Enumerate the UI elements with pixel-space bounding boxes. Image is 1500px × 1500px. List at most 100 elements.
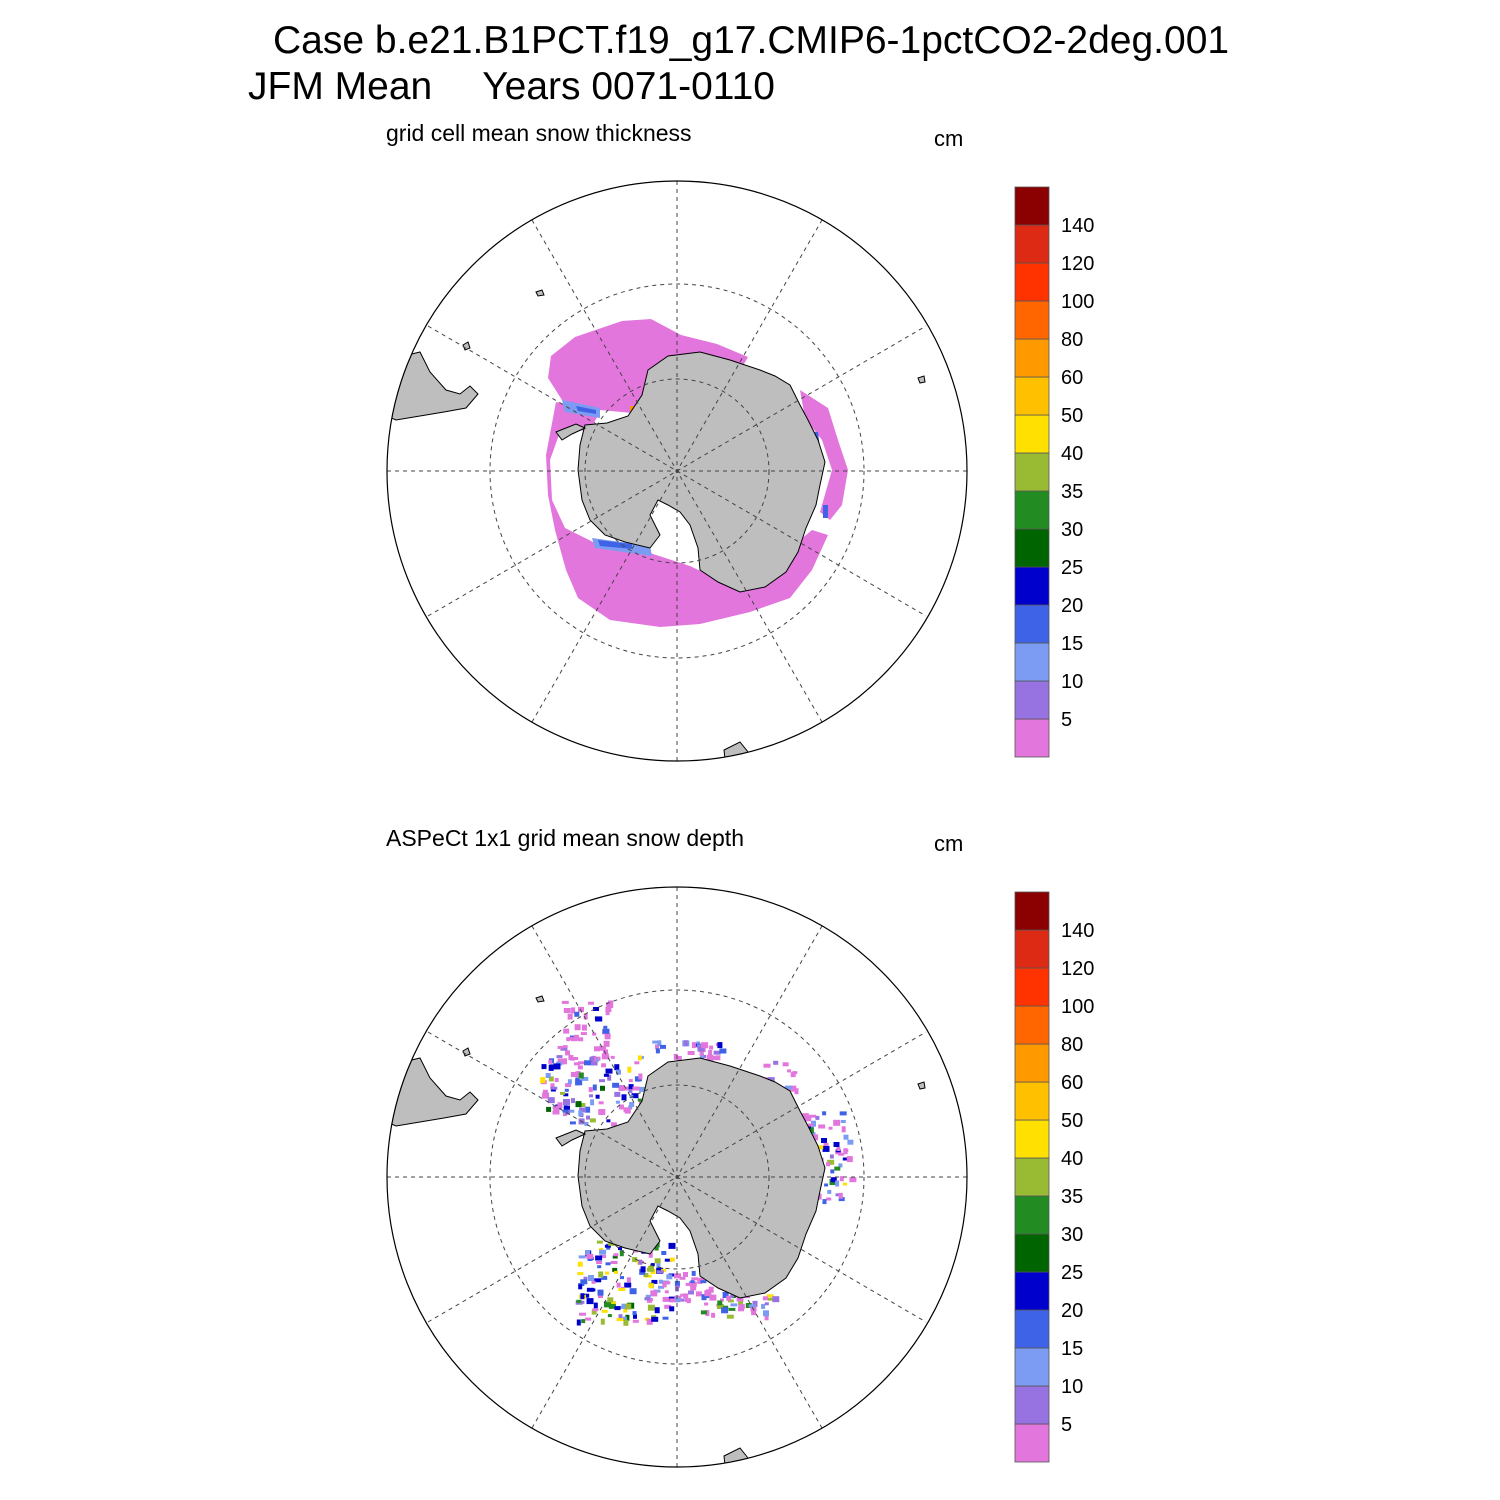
panel-1-colorbar-swatch — [1014, 338, 1050, 378]
antarctic-peninsula-2 — [555, 1129, 587, 1147]
observation-cell — [541, 1064, 547, 1070]
observation-cell — [585, 1317, 592, 1321]
observation-cell — [810, 1132, 816, 1137]
panel-2-colorbar-label: 60 — [1061, 1072, 1083, 1094]
panel-1-colorbar-swatch — [1014, 604, 1050, 644]
observation-cell — [632, 1086, 640, 1091]
observation-cell — [618, 1247, 622, 1251]
panel-1-colorbar-label: 30 — [1061, 519, 1083, 541]
observation-cell — [595, 1094, 600, 1099]
observation-cell — [643, 1273, 649, 1277]
observation-cell — [843, 1148, 849, 1152]
observation-cell — [570, 1072, 577, 1077]
observation-cell — [639, 1086, 647, 1092]
observation-cell — [616, 1318, 624, 1322]
observation-cell — [542, 1089, 548, 1095]
observation-cell — [704, 1302, 709, 1306]
panel-1-colorbar-label: 80 — [1061, 329, 1083, 351]
observation-cell — [817, 1145, 824, 1150]
observation-cell — [616, 1069, 621, 1075]
observation-cell — [614, 1091, 621, 1097]
observation-cell — [621, 1094, 627, 1101]
observation-cell — [592, 1032, 597, 1036]
observation-cell — [651, 1316, 659, 1322]
panel-1-colorbar-label: 10 — [1061, 671, 1083, 693]
observation-cell — [598, 1109, 606, 1115]
panel-2-colorbar-label: 100 — [1061, 996, 1094, 1018]
observation-cell — [656, 1263, 661, 1270]
observation-cell — [637, 1098, 642, 1102]
panel-1-colorbar-swatch — [1014, 680, 1050, 720]
observation-cell — [648, 1251, 653, 1258]
observation-cell — [656, 1270, 664, 1274]
observation-cell — [592, 1308, 599, 1312]
observation-cell — [600, 1085, 605, 1091]
observation-cell — [579, 1107, 587, 1113]
observation-cell — [594, 1058, 599, 1062]
observation-cell — [633, 1313, 637, 1319]
observation-cell — [566, 1037, 571, 1042]
panel-2-colorbar-swatch — [1014, 1385, 1050, 1425]
antarctic-peninsula — [555, 423, 587, 441]
observation-cell — [764, 1314, 769, 1321]
observation-cell — [569, 1035, 574, 1039]
panel-1-colorbar: 5 10 15 20 25 30 35 40 50 60 80 100 120 140 — [1014, 186, 1094, 758]
panel-2-colorbar-label: 10 — [1061, 1376, 1083, 1398]
observation-cell — [827, 1159, 835, 1165]
panel-2-colorbar-label: 40 — [1061, 1148, 1083, 1170]
observation-cell — [711, 1312, 716, 1318]
observation-cell — [610, 1122, 617, 1127]
snow-peninsula-cell — [630, 406, 634, 411]
observation-cell — [804, 1115, 812, 1122]
observation-cell — [674, 1273, 681, 1279]
observation-cell — [664, 1290, 669, 1294]
observation-cell — [683, 1040, 688, 1047]
panel-1-graticule — [387, 181, 967, 761]
panel-2-units: cm — [934, 831, 964, 856]
observation-cell — [790, 1072, 796, 1078]
observation-cell — [772, 1296, 780, 1303]
observation-cell — [601, 1309, 608, 1313]
observation-cell — [691, 1042, 696, 1049]
panel-2-colorbar-label: 120 — [1061, 958, 1094, 980]
observation-cell — [651, 1279, 658, 1284]
observation-cell — [654, 1258, 661, 1264]
observation-cell — [726, 1295, 732, 1301]
observation-cell — [836, 1147, 841, 1151]
observation-cell — [690, 1286, 697, 1291]
observation-cell — [847, 1139, 854, 1145]
panel-1-colorbar-label: 25 — [1061, 557, 1083, 579]
panel-1-colorbar-swatch — [1014, 376, 1050, 416]
observation-cell — [763, 1310, 769, 1317]
observation-cell — [594, 1046, 600, 1052]
observation-cell — [767, 1077, 775, 1082]
observation-cell — [654, 1246, 659, 1251]
observation-cell — [658, 1285, 664, 1289]
observation-cell — [794, 1088, 799, 1095]
panel-1-colorbar-label: 60 — [1061, 367, 1083, 389]
observation-cell — [690, 1280, 695, 1284]
observation-cell — [588, 1087, 593, 1093]
observation-cell — [644, 1297, 651, 1301]
observation-cell — [719, 1048, 727, 1054]
observation-cell — [540, 1077, 546, 1084]
observation-cell — [563, 1008, 571, 1013]
south-america-land-2 — [387, 1057, 479, 1127]
observation-cell — [709, 1294, 717, 1301]
observation-cell — [614, 1270, 618, 1274]
observation-cell — [599, 1045, 607, 1051]
observation-cell — [835, 1193, 841, 1197]
observation-cell — [631, 1093, 639, 1099]
observation-cell — [618, 1305, 626, 1309]
observation-cell — [590, 1060, 598, 1066]
panel-2-colorbar-swatch — [1014, 1081, 1050, 1121]
observation-cell — [570, 1057, 575, 1061]
panel-2-colorbar-swatch — [1014, 1271, 1050, 1311]
panel-1-map-border — [386, 180, 968, 762]
observation-cell — [838, 1197, 845, 1202]
observation-cell — [585, 1250, 591, 1255]
observation-cell — [605, 1010, 610, 1016]
panel-2-colorbar-swatch — [1014, 1005, 1050, 1045]
observation-cell — [761, 1303, 766, 1309]
observation-cell — [830, 1177, 837, 1183]
